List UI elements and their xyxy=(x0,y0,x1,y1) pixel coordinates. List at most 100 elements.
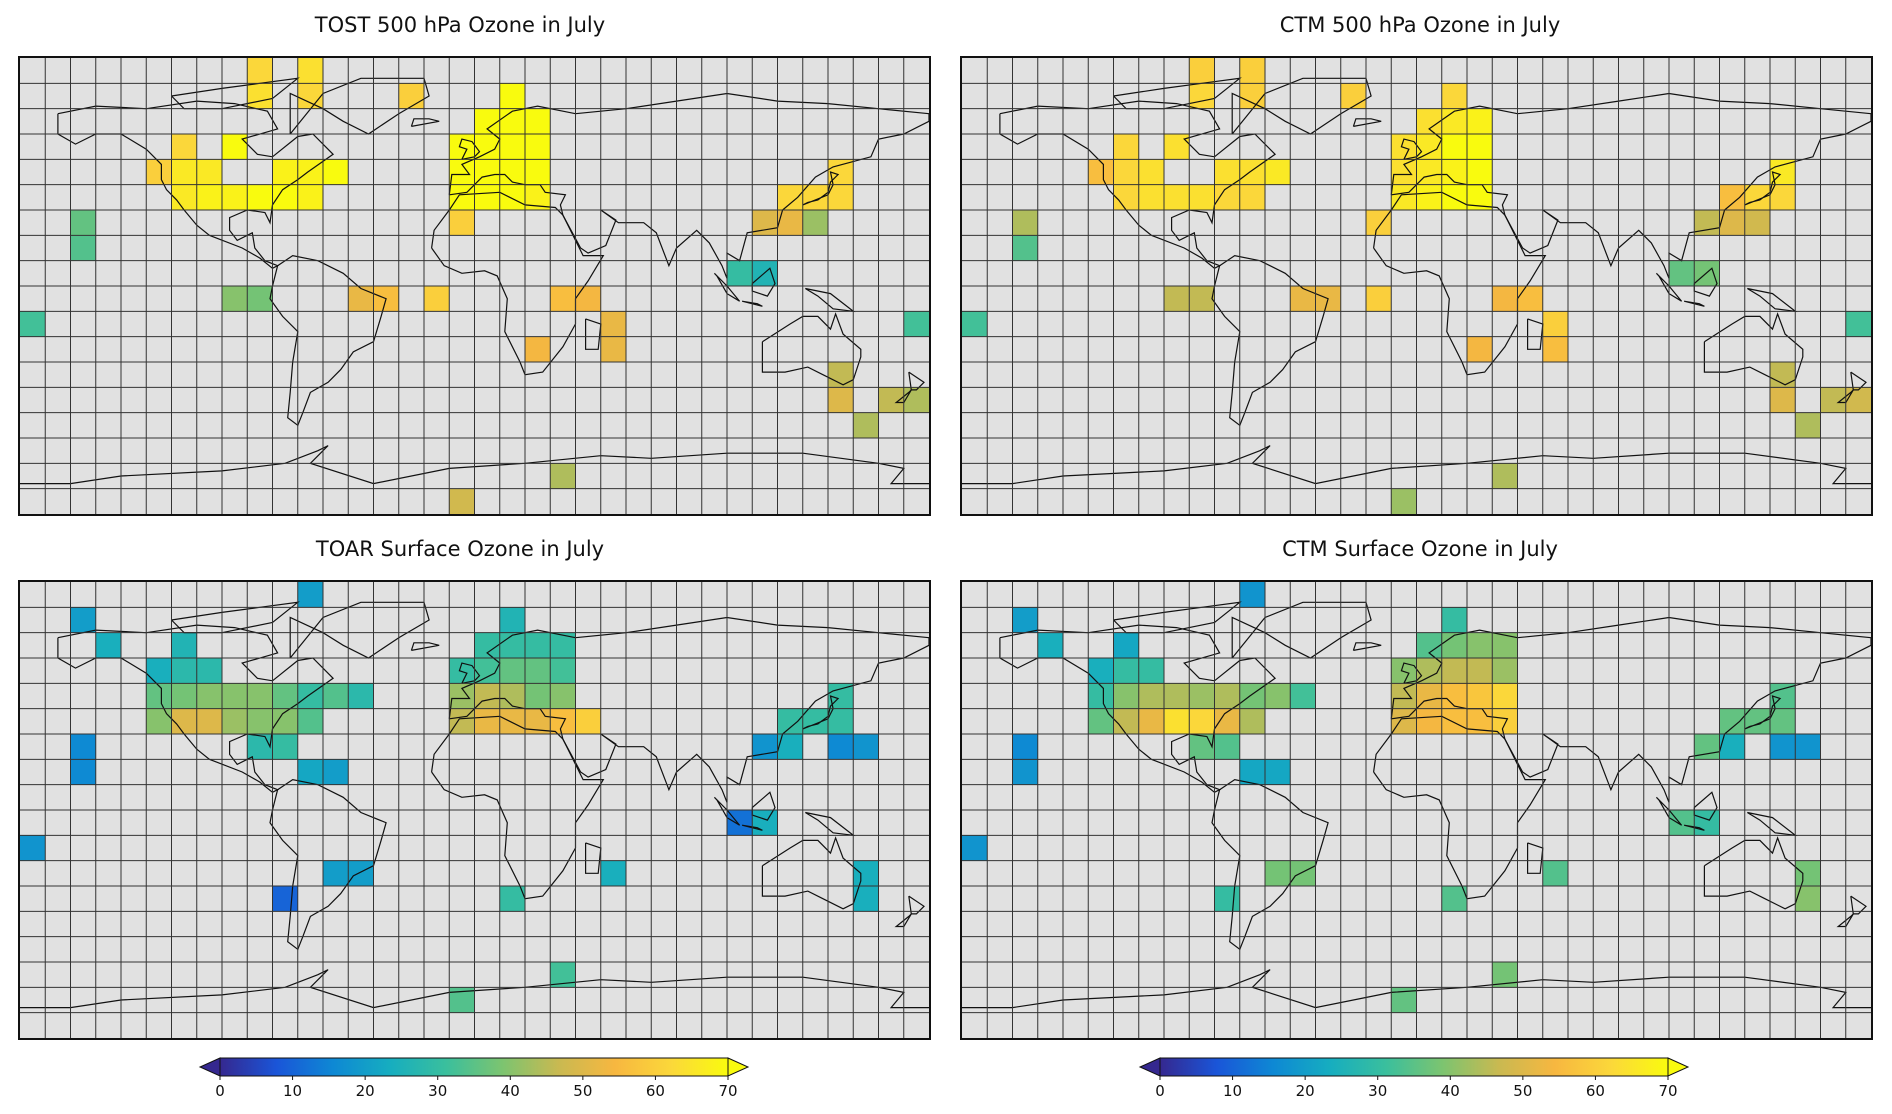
heatmap-cell xyxy=(1467,108,1493,134)
heatmap-svg xyxy=(20,582,929,1038)
heatmap-cell xyxy=(550,286,576,312)
heatmap-cell xyxy=(297,582,323,608)
colorbar-extend-min xyxy=(198,1057,221,1077)
coastline xyxy=(1744,695,1782,730)
heatmap-cell xyxy=(171,658,197,684)
heatmap-cell xyxy=(1214,159,1240,185)
heatmap-cell xyxy=(1189,708,1215,734)
heatmap-cell xyxy=(297,83,323,109)
heatmap-cell xyxy=(802,708,828,734)
heatmap-cell xyxy=(1467,658,1493,684)
colorbar-tick-label: 0 xyxy=(1155,1082,1165,1100)
heatmap-cell xyxy=(247,708,273,734)
heatmap-svg xyxy=(962,582,1871,1038)
coastline xyxy=(1373,715,1547,900)
heatmap-cell xyxy=(1542,311,1568,337)
heatmap-cell xyxy=(272,683,298,709)
heatmap-cell xyxy=(1214,184,1240,210)
heatmap-cell xyxy=(1088,658,1114,684)
coastline xyxy=(269,254,387,427)
heatmap-cell xyxy=(1719,708,1745,734)
coastline xyxy=(289,601,430,659)
heatmap-cell xyxy=(1441,886,1467,912)
heatmap-cell xyxy=(777,184,803,210)
heatmap-cell xyxy=(1467,134,1493,160)
heatmap-cell xyxy=(1138,184,1164,210)
heatmap-cell xyxy=(853,860,879,886)
colorbar-tick-label: 60 xyxy=(1586,1082,1605,1100)
colorbar-tick-label: 70 xyxy=(718,1082,737,1100)
heatmap-cell xyxy=(1189,184,1215,210)
heatmap-cell xyxy=(1265,683,1291,709)
heatmap-cell xyxy=(1467,683,1493,709)
heatmap-cell xyxy=(1391,159,1417,185)
heatmap-cell xyxy=(1467,159,1493,185)
heatmap-cell xyxy=(499,708,525,734)
heatmap-cell xyxy=(903,387,929,413)
coastline xyxy=(1211,254,1329,427)
heatmap-cell xyxy=(196,159,222,185)
heatmap-cell xyxy=(1214,683,1240,709)
heatmap-cell xyxy=(424,286,450,312)
heatmap-cell xyxy=(1164,134,1190,160)
coastline xyxy=(1655,272,1683,302)
heatmap-cell xyxy=(1719,184,1745,210)
coastline xyxy=(761,312,862,386)
coastline xyxy=(1352,118,1382,127)
heatmap-cell xyxy=(499,184,525,210)
coastline xyxy=(1527,318,1544,350)
heatmap-cell xyxy=(1694,810,1720,836)
coastline xyxy=(431,715,605,900)
heatmap-cell xyxy=(1744,184,1770,210)
coastline xyxy=(999,100,1277,270)
heatmap-cell xyxy=(196,184,222,210)
heatmap-cell xyxy=(222,286,248,312)
heatmap-cell xyxy=(272,886,298,912)
heatmap-cell xyxy=(1113,708,1139,734)
heatmap-cell xyxy=(550,708,576,734)
coastline xyxy=(1390,616,1871,803)
heatmap-cell xyxy=(449,134,475,160)
colorbar-svg: 0 10 20 30 40 50 60 70 xyxy=(1138,1057,1690,1100)
coastline xyxy=(804,287,856,313)
heatmap-cell xyxy=(1845,311,1871,337)
heatmap-cell xyxy=(272,159,298,185)
heatmap-cell xyxy=(297,159,323,185)
heatmap-cell xyxy=(1189,58,1215,84)
heatmap-cell xyxy=(1189,286,1215,312)
heatmap-cell xyxy=(600,860,626,886)
heatmap-cell xyxy=(1391,488,1417,514)
heatmap-cell xyxy=(1669,260,1695,286)
colorbar-tick-label: 10 xyxy=(283,1082,302,1100)
coastline xyxy=(1527,842,1544,874)
chart-title: TOAR Surface Ozone in July xyxy=(315,537,605,561)
heatmap-cell xyxy=(1492,286,1518,312)
heatmap-cell xyxy=(323,683,349,709)
heatmap-cell xyxy=(297,58,323,84)
heatmap-cell xyxy=(1441,632,1467,658)
heatmap-cell xyxy=(1164,683,1190,709)
heatmap-cell xyxy=(1441,134,1467,160)
coastline xyxy=(458,662,481,684)
coastline xyxy=(1400,662,1423,684)
heatmap-cell xyxy=(171,159,197,185)
heatmap-cell xyxy=(196,658,222,684)
coastline xyxy=(1850,895,1867,915)
heatmap-cell xyxy=(1441,708,1467,734)
heatmap-cell xyxy=(1795,860,1821,886)
map-plot-area xyxy=(960,580,1873,1040)
coastline xyxy=(1655,796,1683,826)
heatmap-cell xyxy=(828,708,854,734)
coastline xyxy=(57,100,335,270)
heatmap-cell xyxy=(1012,235,1038,261)
heatmap-cell xyxy=(1340,83,1366,109)
coastline xyxy=(908,371,925,391)
heatmap-cell xyxy=(499,159,525,185)
heatmap-cell xyxy=(1088,683,1114,709)
colorbar-tick-label: 70 xyxy=(1658,1082,1677,1100)
heatmap-cell xyxy=(1770,708,1796,734)
heatmap-cell xyxy=(222,184,248,210)
map-plot-area xyxy=(18,580,931,1040)
heatmap-cell xyxy=(1012,734,1038,760)
heatmap-cell xyxy=(171,632,197,658)
